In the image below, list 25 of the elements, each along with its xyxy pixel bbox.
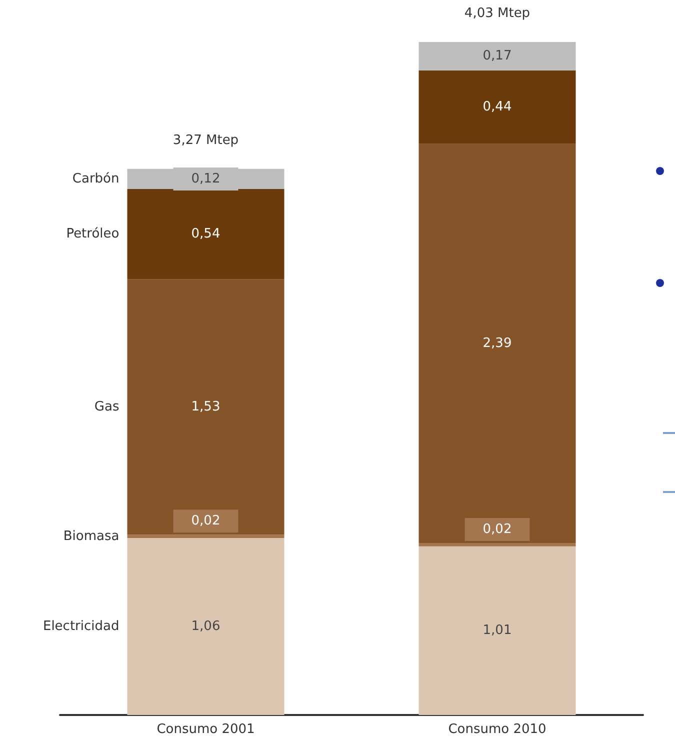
total-label: 3,27 Mtep [172,132,239,148]
data-label: 0,02 [482,522,512,537]
data-label: 0,02 [191,514,220,529]
data-label: 1,06 [191,618,220,634]
series-label: Carbón [72,171,120,186]
data-label: 1,53 [191,399,220,414]
bar [127,279,284,535]
bar [127,188,284,280]
bar [418,70,576,144]
series-label: Gas [94,399,120,414]
data-label: 2,39 [482,336,512,351]
series-label: Petróleo [66,226,120,242]
series-label: Biomasa [63,528,120,544]
bar [418,546,576,715]
data-label: 0,12 [191,171,220,186]
data-label: 0,54 [191,226,220,242]
series-label: Electricidad [42,618,120,634]
data-label: 0,44 [482,100,512,115]
x-tick-label: Consumo 2001 [156,722,255,737]
data-label: 0,17 [482,48,512,64]
bar [418,144,576,543]
x-tick-label: Consumo 2010 [448,722,546,737]
total-label: 4,03 Mtep [464,6,530,21]
data-label: 1,01 [482,623,512,638]
bar [127,538,284,715]
